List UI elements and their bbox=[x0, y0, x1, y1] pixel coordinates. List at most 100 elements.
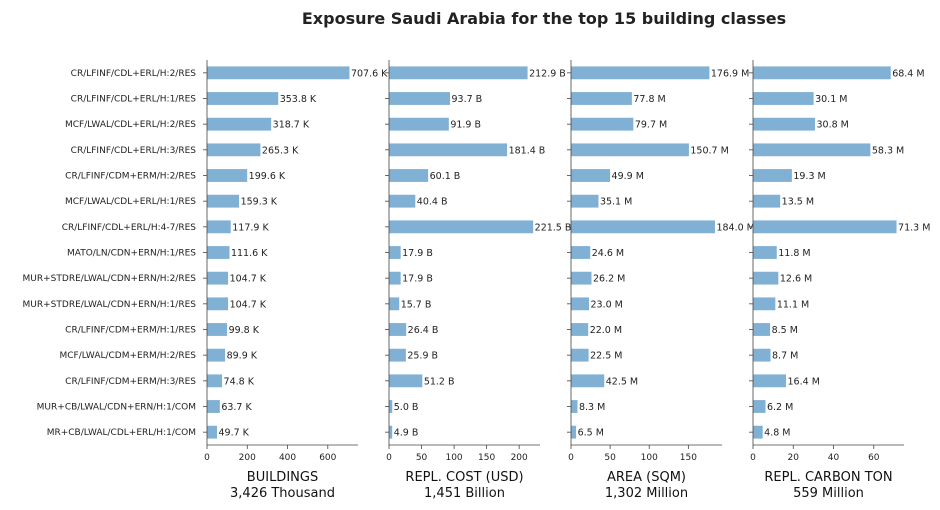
data-label: 8.5 M bbox=[772, 325, 798, 336]
data-label: 353.8 K bbox=[280, 94, 317, 105]
bar bbox=[571, 400, 578, 413]
panel: 212.9 B 93.7 B 91.9 B 181.4 B 60.1 B 40.4 B 22… bbox=[385, 60, 571, 501]
data-label: 40.4 B bbox=[417, 197, 448, 208]
bar bbox=[207, 220, 231, 234]
data-label: 176.9 M bbox=[711, 68, 749, 79]
category-label: CR/LFINF/CDM+ERM/H:2/RES bbox=[65, 172, 196, 182]
bar bbox=[753, 323, 771, 336]
x-tick-label: 0 bbox=[386, 453, 392, 463]
x-axis-label: BUILDINGS bbox=[247, 470, 318, 485]
panel: 176.9 M 77.8 M 79.7 M 150.7 M 49.9 M 35.1 M 18… bbox=[567, 60, 755, 501]
bar bbox=[389, 425, 393, 439]
bar bbox=[207, 246, 230, 259]
bar bbox=[571, 66, 710, 80]
data-label: 26.2 M bbox=[593, 274, 625, 285]
x-tick-label: 200 bbox=[239, 453, 256, 463]
data-label: 89.9 K bbox=[227, 351, 258, 362]
bar bbox=[571, 348, 589, 362]
data-label: 68.4 M bbox=[892, 68, 924, 79]
data-label: 11.8 M bbox=[778, 248, 810, 259]
x-tick-label: 100 bbox=[445, 453, 462, 463]
bar bbox=[389, 143, 508, 157]
data-label: 6.5 M bbox=[578, 428, 604, 439]
panel: 707.6 K 353.8 K 318.7 K 265.3 K 199.6 K 159.3… bbox=[203, 60, 388, 501]
data-label: 318.7 K bbox=[273, 120, 310, 131]
bar bbox=[207, 117, 272, 131]
bar bbox=[207, 297, 229, 311]
category-labels: CR/LFINF/CDL+ERL/H:2/RES CR/LFINF/CDL+ERL… bbox=[23, 69, 197, 438]
data-label: 42.5 M bbox=[606, 376, 638, 387]
data-label: 184.0 M bbox=[716, 222, 754, 233]
bar bbox=[207, 92, 279, 105]
x-tick-label: 50 bbox=[604, 453, 616, 463]
category-label: MR+CB/LWAL/CDL+ERL/H:1/COM bbox=[47, 428, 196, 438]
bar bbox=[389, 400, 393, 413]
data-label: 707.6 K bbox=[351, 68, 388, 79]
bar bbox=[571, 297, 589, 311]
bar bbox=[389, 169, 429, 182]
bar bbox=[389, 194, 416, 208]
category-label: MCF/LWAL/CDL+ERL/H:2/RES bbox=[65, 120, 196, 130]
data-label: 93.7 B bbox=[451, 94, 482, 105]
bar bbox=[571, 246, 591, 259]
data-label: 199.6 K bbox=[249, 171, 286, 182]
x-tick-label: 150 bbox=[680, 453, 697, 463]
bar bbox=[207, 143, 261, 157]
category-label: MATO/LN/CDN+ERN/H:1/RES bbox=[67, 249, 196, 259]
bar bbox=[207, 169, 248, 182]
data-label: 23.0 M bbox=[590, 299, 622, 310]
data-label: 58.3 M bbox=[872, 145, 904, 156]
data-label: 49.9 M bbox=[612, 171, 644, 182]
chart-panels: 707.6 K 353.8 K 318.7 K 265.3 K 199.6 K 159.3… bbox=[203, 60, 930, 501]
data-label: 16.4 M bbox=[788, 376, 820, 387]
bar bbox=[389, 117, 449, 131]
bar bbox=[389, 348, 406, 362]
category-label: MUR+STDRE/LWAL/CDN+ERN/H:1/RES bbox=[23, 300, 197, 310]
data-label: 22.0 M bbox=[590, 325, 622, 336]
data-label: 63.7 K bbox=[221, 402, 252, 413]
data-label: 25.9 B bbox=[407, 351, 438, 362]
bar bbox=[207, 400, 220, 413]
data-label: 77.8 M bbox=[633, 94, 665, 105]
bar bbox=[753, 117, 816, 131]
data-label: 150.7 M bbox=[690, 145, 728, 156]
category-label: MCF/LWAL/CDM+ERM/H:2/RES bbox=[59, 351, 196, 361]
bar bbox=[753, 143, 871, 157]
data-label: 111.6 K bbox=[231, 248, 268, 259]
bar bbox=[207, 271, 229, 285]
data-label: 4.9 B bbox=[394, 428, 419, 439]
category-label: CR/LFINF/CDL+ERL/H:3/RES bbox=[71, 146, 197, 156]
data-label: 30.8 M bbox=[817, 120, 849, 131]
x-tick-label: 600 bbox=[319, 453, 336, 463]
x-axis-total-label: 3,426 Thousand bbox=[230, 486, 335, 501]
data-label: 49.7 K bbox=[219, 428, 250, 439]
x-tick-label: 400 bbox=[279, 453, 296, 463]
x-tick-label: 60 bbox=[868, 453, 880, 463]
x-axis-total-label: 559 Million bbox=[793, 486, 864, 501]
data-label: 79.7 M bbox=[635, 120, 667, 131]
data-label: 99.8 K bbox=[229, 325, 260, 336]
chart-title: Exposure Saudi Arabia for the top 15 bui… bbox=[302, 9, 786, 28]
category-label: CR/LFINF/CDM+ERM/H:3/RES bbox=[65, 377, 196, 387]
x-axis-total-label: 1,302 Million bbox=[605, 486, 688, 501]
data-label: 26.4 B bbox=[408, 325, 439, 336]
data-label: 19.3 M bbox=[793, 171, 825, 182]
bar bbox=[571, 194, 599, 208]
bar bbox=[207, 425, 218, 439]
bar bbox=[207, 323, 228, 336]
data-label: 11.1 M bbox=[777, 299, 809, 310]
data-label: 17.9 B bbox=[402, 248, 433, 259]
bar bbox=[389, 374, 423, 388]
bar bbox=[571, 92, 632, 105]
bar bbox=[753, 374, 787, 388]
x-tick-label: 200 bbox=[511, 453, 528, 463]
bar bbox=[571, 220, 715, 234]
category-label: MCF/LWAL/CDL+ERL/H:1/RES bbox=[65, 197, 196, 207]
data-label: 22.5 M bbox=[590, 351, 622, 362]
bar bbox=[571, 271, 592, 285]
x-axis-total-label: 1,451 Billion bbox=[424, 486, 505, 501]
bar bbox=[389, 271, 401, 285]
bar bbox=[571, 374, 605, 388]
data-label: 104.7 K bbox=[230, 274, 267, 285]
